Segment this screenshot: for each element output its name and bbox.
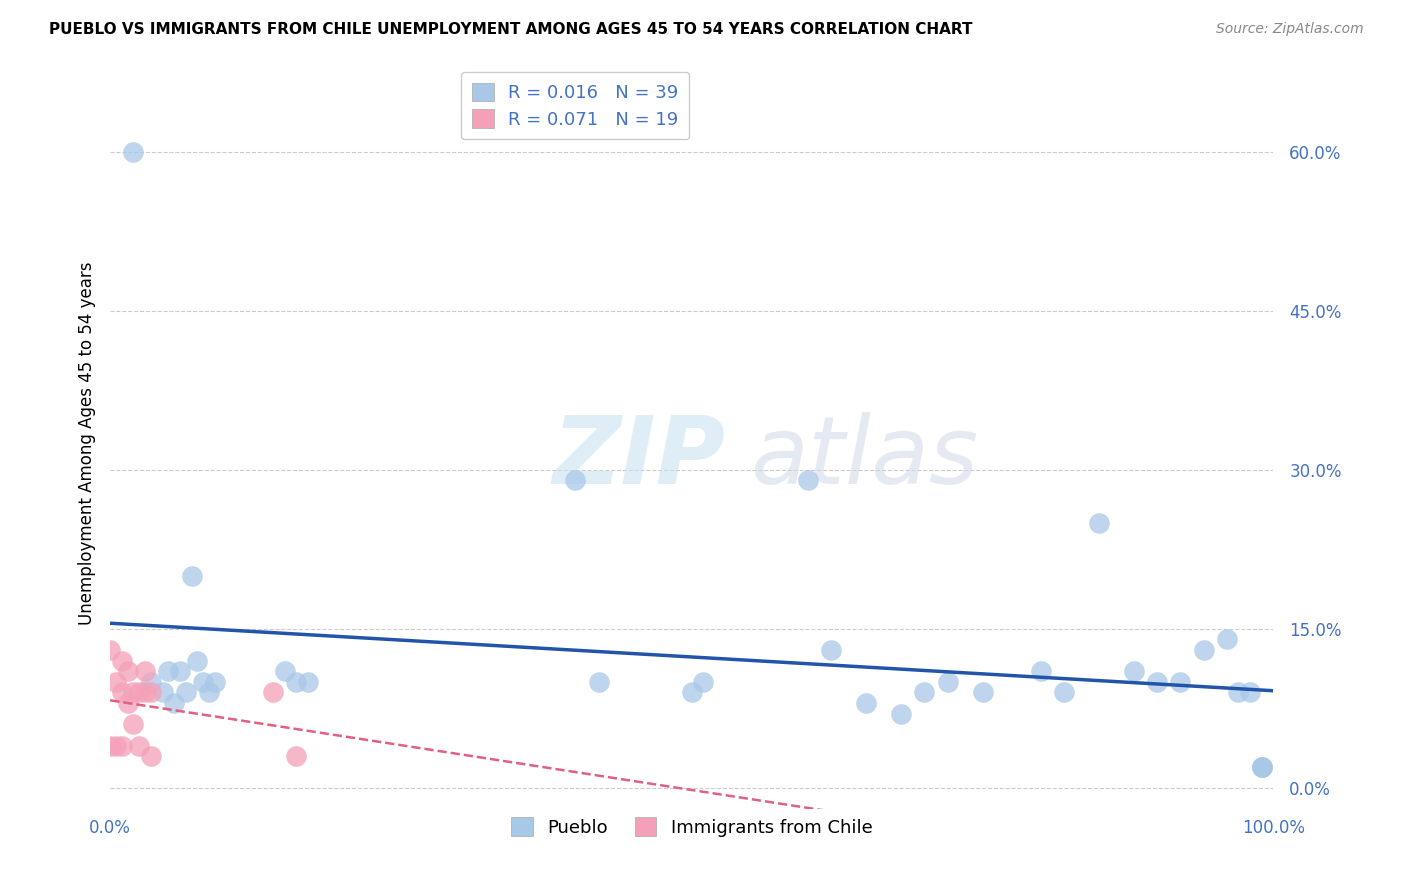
Point bbox=[163, 696, 186, 710]
Text: Source: ZipAtlas.com: Source: ZipAtlas.com bbox=[1216, 22, 1364, 37]
Point bbox=[285, 749, 308, 764]
Point bbox=[122, 717, 145, 731]
Point bbox=[1146, 674, 1168, 689]
Point bbox=[157, 665, 180, 679]
Point bbox=[117, 696, 139, 710]
Point bbox=[1053, 685, 1076, 699]
Point bbox=[139, 749, 162, 764]
Text: PUEBLO VS IMMIGRANTS FROM CHILE UNEMPLOYMENT AMONG AGES 45 TO 54 YEARS CORRELATI: PUEBLO VS IMMIGRANTS FROM CHILE UNEMPLOY… bbox=[49, 22, 973, 37]
Point bbox=[134, 665, 156, 679]
Point bbox=[186, 654, 208, 668]
Point bbox=[797, 474, 820, 488]
Point bbox=[285, 674, 308, 689]
Point bbox=[128, 739, 150, 753]
Legend: Pueblo, Immigrants from Chile: Pueblo, Immigrants from Chile bbox=[503, 810, 880, 844]
Point bbox=[1216, 632, 1239, 647]
Point bbox=[134, 685, 156, 699]
Point bbox=[128, 685, 150, 699]
Point bbox=[692, 674, 714, 689]
Point bbox=[117, 665, 139, 679]
Point bbox=[122, 685, 145, 699]
Text: ZIP: ZIP bbox=[553, 412, 725, 504]
Point bbox=[169, 665, 191, 679]
Text: atlas: atlas bbox=[749, 412, 979, 503]
Point bbox=[104, 674, 127, 689]
Point bbox=[820, 643, 842, 657]
Point bbox=[1192, 643, 1215, 657]
Point bbox=[174, 685, 197, 699]
Point bbox=[104, 739, 127, 753]
Point bbox=[936, 674, 959, 689]
Point bbox=[204, 674, 226, 689]
Point bbox=[262, 685, 284, 699]
Point bbox=[139, 674, 162, 689]
Point bbox=[111, 654, 134, 668]
Point bbox=[111, 685, 134, 699]
Point bbox=[1088, 516, 1111, 530]
Y-axis label: Unemployment Among Ages 45 to 54 years: Unemployment Among Ages 45 to 54 years bbox=[79, 261, 96, 625]
Point bbox=[1250, 760, 1272, 774]
Point bbox=[972, 685, 994, 699]
Point bbox=[1250, 760, 1272, 774]
Point bbox=[297, 674, 319, 689]
Point bbox=[273, 665, 295, 679]
Point bbox=[1029, 665, 1052, 679]
Point bbox=[681, 685, 703, 699]
Point bbox=[193, 674, 215, 689]
Point bbox=[139, 685, 162, 699]
Point bbox=[1168, 674, 1191, 689]
Point bbox=[98, 739, 121, 753]
Point bbox=[98, 643, 121, 657]
Point bbox=[111, 739, 134, 753]
Point bbox=[1122, 665, 1144, 679]
Point bbox=[152, 685, 174, 699]
Point bbox=[564, 474, 586, 488]
Point bbox=[855, 696, 877, 710]
Point bbox=[180, 569, 202, 583]
Point bbox=[198, 685, 221, 699]
Point bbox=[588, 674, 610, 689]
Point bbox=[1239, 685, 1261, 699]
Point bbox=[912, 685, 935, 699]
Point bbox=[1250, 760, 1272, 774]
Point bbox=[1227, 685, 1250, 699]
Point bbox=[122, 145, 145, 159]
Point bbox=[890, 706, 912, 721]
